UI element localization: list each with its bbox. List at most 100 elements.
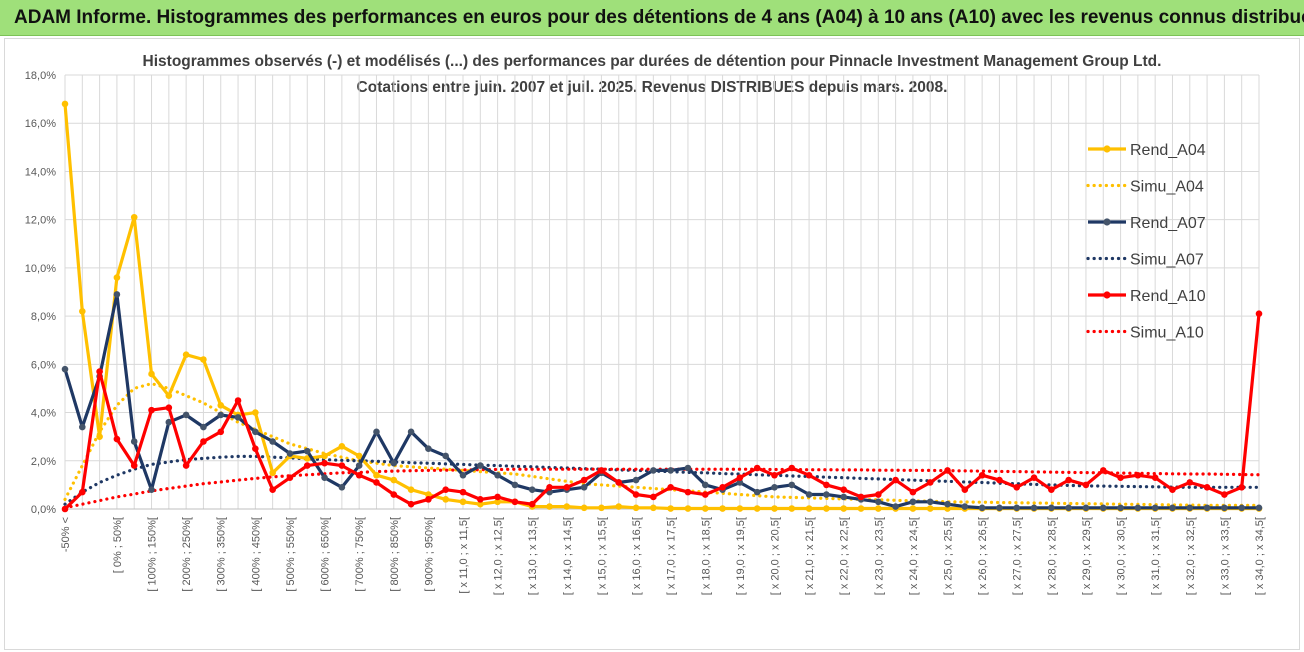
x-tick-label: [ x 14,0 ; x 14,5[ [562,517,574,595]
rend-a04-point [805,505,813,512]
rend-a04-point [200,356,207,363]
rend-a10-line [63,313,1261,511]
y-tick-label: 12,0% [25,215,56,227]
x-tick-label: [ x 16,0 ; x 16,5[ [631,517,643,595]
rend-a04-point [217,402,225,409]
rend-a04-point [338,443,346,450]
rend-a10-point [771,471,778,479]
rend-a10-point [805,471,813,479]
legend-label-simu-a04: Simu_A04 [1130,179,1204,196]
rend-a10-point [598,467,605,474]
rend-a07-point [148,486,155,494]
rend-a07-point [1065,504,1072,512]
legend-marker-rend-a10 [1103,291,1111,299]
rend-a10-point [840,486,847,494]
rend-a10-point [269,486,276,494]
chart-area [4,38,1300,650]
rend-a07-point [130,438,138,445]
rend-a07-point [875,498,882,506]
rend-a07-point [1117,504,1124,512]
rend-a10-point [1117,474,1124,481]
rend-a07-point [425,445,432,453]
rend-a10-point [753,464,761,472]
rend-a07-point [113,291,121,298]
rend-a07-point [79,423,86,431]
x-tick-label: [ 700% ; 750%[ [354,517,366,592]
rend-a10-point [875,491,882,498]
x-tick-label: [ 300% ; 350%[ [216,517,228,592]
x-tick-label: [ x 18,0 ; x 18,5[ [700,517,712,595]
y-tick-label: 8,0% [31,311,56,323]
rend-a10-point [1013,484,1021,491]
rend-a07-point [355,462,363,469]
y-tick-label: 16,0% [25,118,56,130]
rend-a10-point [1048,486,1055,494]
rend-a07-point [234,414,242,421]
rend-a04-point [546,503,553,510]
x-tick-label: [ x 20,0 ; x 20,5[ [769,517,781,595]
x-tick-label: [ 0% ; 50%[ [112,517,124,573]
rend-a07-point [1099,504,1107,512]
rend-a10-point [944,467,951,474]
x-tick-label: [ x 26,0 ; x 26,5[ [977,517,989,595]
x-tick-label: [ 900% ; 950%[ [423,517,435,592]
rend-a07-point [286,450,294,457]
rend-a07-point [407,428,415,436]
rend-a04-point [736,505,744,512]
rend-a10-point [113,435,121,443]
rend-a07-point [1134,504,1142,512]
rend-a10-point [303,462,311,469]
rend-a10-point [719,484,726,491]
legend-label-rend-a07: Rend_A07 [1130,215,1206,232]
rend-a07-point [788,481,796,489]
rend-a04-point [390,476,398,484]
rend-a10-point [1099,467,1107,474]
rend-a04-point [701,505,709,512]
rend-a10-point [563,484,571,491]
rend-a07-point [753,488,761,496]
rend-a10-point [1186,479,1194,486]
rend-a07-point [182,411,190,419]
rend-a04-point [477,500,484,508]
rend-a07-point [1082,504,1090,512]
rend-a07-point [1151,504,1159,512]
rend-a07-point [1203,504,1211,512]
rend-a07-point [165,418,173,426]
rend-a10-point [252,445,259,453]
rend-a10-point [978,471,986,479]
rend-a07-point [390,459,398,467]
x-tick-label: [ x 28,0 ; x 28,5[ [1046,517,1058,595]
rend-a10-point [1151,474,1159,481]
rend-a07-point [926,498,934,506]
x-tick-label: [ x 27,0 ; x 27,5[ [1012,517,1024,595]
rend-a04-point [96,433,103,440]
rend-a07-point [269,438,276,445]
legend-label-simu-a10: Simu_A10 [1130,325,1204,342]
rend-a04-point [632,504,640,512]
rend-a07-point [1186,504,1194,512]
rend-a10-point [823,481,830,489]
x-tick-label: [ x 29,0 ; x 29,5[ [1081,517,1093,595]
rend-a07-point [701,481,709,489]
y-tick-label: 10,0% [25,263,56,275]
rend-a07-point [771,484,778,491]
rend-a10-point [615,479,623,486]
x-tick-label: [ x 17,0 ; x 17,5[ [666,517,678,595]
rend-a04-point [840,505,847,512]
x-tick-label: [ x 31,0 ; x 31,5[ [1150,517,1162,595]
rend-a07-point [252,428,259,436]
rend-a10-point [511,498,519,506]
rend-a10-point [425,496,432,503]
rend-a10-point [442,486,449,494]
rend-a07-point [373,428,380,436]
rend-a04-point [442,496,449,503]
x-tick-label: [ 500% ; 550%[ [285,517,297,592]
rend-a10-point [286,474,294,481]
legend-marker-rend-a07 [1103,218,1111,226]
rend-a10-point [996,476,1003,484]
rend-a10-point [1134,471,1142,479]
rend-a10-point [892,476,899,484]
rend-a07-point [200,423,207,431]
